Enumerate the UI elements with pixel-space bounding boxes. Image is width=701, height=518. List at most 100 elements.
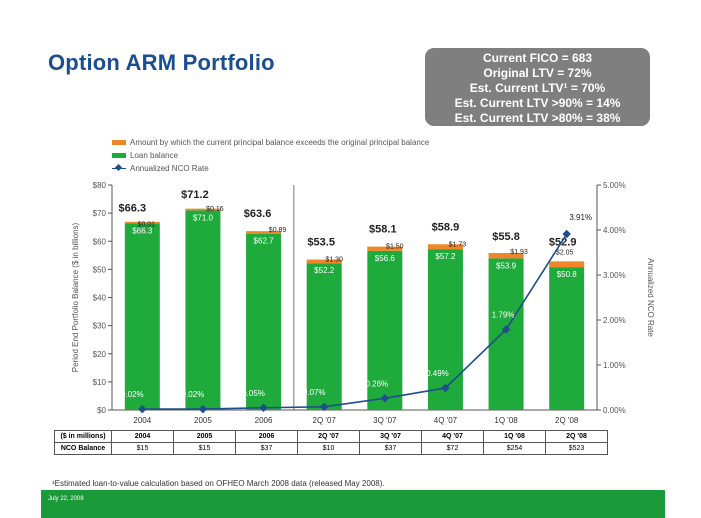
bar-excess [306,259,342,264]
table-header-cell: 2006 [235,430,298,443]
y2-tick-label: 5.00% [603,181,626,190]
nco-point [319,402,329,412]
bar-excess-label: $2.05 [556,249,574,256]
y-tick-label: $70 [93,209,107,218]
footer-date: July 22, 2008 [48,496,84,502]
nco-line [142,233,568,410]
bar-excess [367,246,403,251]
x-tick-label: 2Q '08 [555,416,579,425]
table-header-cell: 4Q '07 [421,430,484,443]
table-header-cell: 1Q '08 [483,430,546,443]
nco-label: 3.91% [569,213,592,222]
bar-excess-label: $0.16 [206,206,224,213]
nco-table: ($ in millions) 2004 2005 2006 2Q '07 3Q… [54,430,608,455]
table-cell: $15 [173,442,236,455]
stat-ltv-over-90: Est. Current LTV >90% = 14% [454,96,621,110]
nco-label: 0.07% [303,388,326,397]
legend-line-nco [112,168,126,169]
table-header-row: ($ in millions) 2004 2005 2006 2Q '07 3Q… [54,430,608,443]
nco-point [259,403,268,412]
bar-loan [124,223,160,410]
bar-total-label: $53.5 [307,237,335,249]
stats-box: Current FICO = 683 Original LTV = 72% Es… [425,48,650,126]
legend-swatch-loan [112,153,126,158]
x-tick-label: 2006 [255,416,273,425]
footnote: ¹Estimated loan-to-value calculation bas… [52,479,385,488]
x-tick-label: 4Q '07 [434,416,458,425]
stat-fico: Current FICO = 683 [482,51,593,65]
nco-label: 0.02% [182,390,205,399]
bar-total-label: $71.2 [181,189,209,201]
bar-loan-label: $50.8 [557,270,578,279]
bar-total-label: $58.9 [432,221,460,233]
table-cell: $523 [545,442,608,455]
y2-axis-title: Annualized NCO Rate [646,258,655,337]
y-tick-label: $30 [93,322,107,331]
bar-excess-label: $0.89 [269,227,287,234]
table-header-cell: 2005 [173,430,236,443]
bar-total-label: $66.3 [119,203,147,215]
bar-loan-label: $62.7 [254,237,275,246]
bar-loan [488,258,524,410]
y2-tick-label: 4.00% [603,226,626,235]
bar-loan [185,210,221,410]
bar-excess [185,208,221,211]
y-axis-title: Period End Portfolio Balance ($ in billi… [71,222,80,372]
bar-excess-label: $1.73 [449,241,467,248]
table-cell: $254 [483,442,546,455]
table-cell: $15 [111,442,174,455]
y-tick-label: $20 [93,350,107,359]
bar-loan [306,263,342,410]
stat-ltv-over-80: Est. Current LTV >80% = 38% [454,111,621,125]
y-tick-label: $60 [93,237,107,246]
table-cell: $37 [235,442,298,455]
table-header-cell: 3Q '07 [359,430,422,443]
nco-point [501,325,511,334]
chart-legend: Amount by which the current principal ba… [112,136,429,175]
table-row: NCO Balance $15 $15 $37 $10 $37 $72 $254… [54,442,608,455]
table-header-cell: 2Q '07 [297,430,360,443]
table-header-cell: ($ in millions) [54,430,112,443]
table-cell: $72 [421,442,484,455]
bar-excess [549,261,585,268]
table-row-label: NCO Balance [54,442,112,455]
table-cell: $10 [297,442,360,455]
legend-label-loan: Loan balance [130,151,179,160]
bar-loan-label: $57.2 [435,252,456,261]
y-tick-label: $10 [93,378,107,387]
y-tick-label: $50 [93,265,107,274]
legend-item-loan: Loan balance [112,149,429,162]
y2-tick-label: 1.00% [603,361,626,370]
bar-total-label: $55.8 [492,231,520,243]
x-tick-label: 1Q '08 [494,416,518,425]
bar-excess [124,221,160,224]
bar-excess-label: $1.50 [386,244,404,251]
page-number: 3 [667,496,671,502]
bar-total-label: $58.1 [369,224,397,236]
bar-loan-label: $52.2 [314,266,335,275]
bar-excess-label: $1.93 [510,249,528,256]
bar-loan [427,249,463,410]
bar-loan-label: $71.0 [193,213,214,222]
x-tick-label: 2Q '07 [313,416,337,425]
bar-total-label: $63.6 [244,208,272,220]
nco-label: 1.79% [492,310,515,319]
y2-tick-label: 3.00% [603,271,626,280]
y-tick-label: $80 [93,181,107,190]
bar-excess-label: $0.01 [138,222,156,229]
legend-label-nco: Annualized NCO Rate [130,164,209,173]
table-header-cell: 2Q '08 [545,430,608,443]
x-tick-label: 3Q '07 [373,416,397,425]
bar-loan [549,267,585,410]
legend-item-nco: Annualized NCO Rate [112,162,429,175]
bar-total-label: $52.9 [549,236,577,248]
bar-loan [246,233,282,410]
table-cell: $37 [359,442,422,455]
bar-loan [367,250,403,410]
bar-loan-label: $66.3 [132,227,153,236]
stat-current-ltv: Est. Current LTV¹ = 70% [469,81,606,95]
nco-point [138,404,147,414]
nco-label: 0.05% [242,389,265,398]
footer-bar [41,490,665,518]
